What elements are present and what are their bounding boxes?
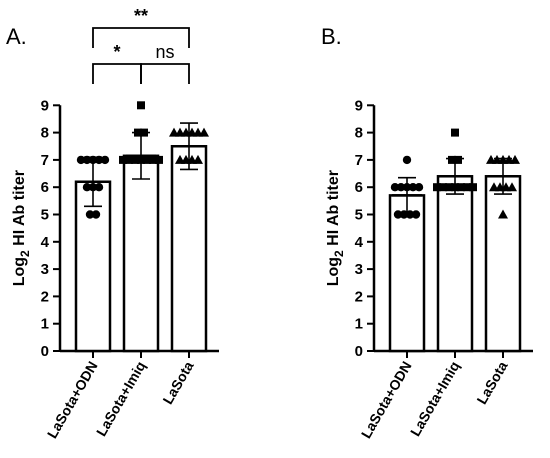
chart-1-data-point	[454, 155, 462, 164]
chart-0-data-point	[91, 210, 101, 219]
chart-1-y-tick-label: 7	[355, 152, 363, 169]
chart-0-y-tick-label: 3	[41, 261, 49, 278]
chart-1-data-point	[498, 209, 508, 219]
chart-1-y-tick-label: 4	[355, 234, 364, 251]
chart-1-category-label: LaSota	[473, 358, 510, 407]
chart-1-data-point	[414, 183, 424, 192]
chart-0-y-tick-label: 6	[41, 179, 49, 196]
chart-0-data-point	[88, 155, 98, 165]
chart-1-data-point	[448, 155, 456, 164]
chart-1-y-tick-label: 3	[355, 261, 363, 278]
chart-0-data-point	[125, 155, 133, 164]
chart-0-data-point	[85, 210, 95, 219]
chart-0-data-point	[94, 155, 104, 165]
chart-1-data-point	[445, 183, 453, 192]
chart-1-y-tick-label: 1	[355, 316, 363, 333]
chart-0-y-tick-label: 8	[41, 125, 49, 142]
chart-1-data-point	[402, 183, 412, 192]
chart-0-data-point	[119, 155, 127, 164]
chart-1-data-point	[433, 183, 441, 192]
chart-0-significance-bracket	[92, 63, 142, 84]
chart-0-significance-label: ns	[155, 42, 174, 62]
chart-0-y-tick-label: 2	[41, 288, 49, 305]
chart-1-data-point	[463, 183, 471, 192]
chart-1-data-point	[451, 183, 459, 192]
chart-1-data-point	[411, 210, 421, 219]
chart-1-y-tick-label: 8	[355, 125, 363, 142]
chart-1-y-tick-label: 2	[355, 288, 363, 305]
chart-1-data-point	[451, 128, 459, 137]
chart-0-data-point	[137, 155, 145, 164]
chart-0-data-point	[140, 128, 148, 137]
chart-1-data-point	[405, 210, 415, 219]
chart-0-y-tick-label: 1	[41, 316, 49, 333]
chart-1-y-axis-title: Log2 HI Ab titer	[325, 170, 346, 286]
chart-0-data-point	[199, 127, 209, 137]
chart-1-data-point	[439, 183, 447, 192]
chart-0-y-tick-label: 0	[41, 343, 49, 360]
chart-0-data-point	[131, 155, 139, 164]
chart-0-y-tick-label: 9	[41, 97, 49, 114]
chart-1-bar	[484, 175, 522, 353]
chart-1-data-point	[396, 183, 406, 192]
chart-0-significance-bracket	[140, 63, 190, 84]
chart-1-y-tick-label: 6	[355, 179, 363, 196]
panel-b-label: B.	[321, 24, 342, 49]
chart-0-data-point	[100, 155, 110, 165]
chart-0-y-tick-label: 5	[41, 207, 49, 224]
chart-0-data-point	[149, 155, 157, 164]
chart-0-data-point	[155, 155, 163, 164]
chart-0-data-point	[88, 183, 98, 192]
chart-1-category-label: LaSota+ODN	[358, 359, 415, 441]
chart-0-data-point	[134, 128, 142, 137]
chart-1-y-tick-label: 5	[355, 207, 363, 224]
chart-1-data-point	[510, 154, 520, 164]
chart-0-bar	[74, 180, 112, 353]
chart-0-data-point	[94, 183, 104, 192]
chart-0-significance-bracket	[92, 27, 190, 48]
chart-0-significance-label: **	[134, 6, 148, 26]
chart-0-data-point	[82, 183, 92, 192]
chart-0-data-point	[193, 154, 203, 164]
chart-0-data-point	[143, 155, 151, 164]
chart-0-data-point	[76, 155, 86, 165]
chart-0-y-tick-label: 4	[41, 234, 50, 251]
chart-1-data-point	[457, 183, 465, 192]
chart-0-category-label: LaSota	[159, 358, 196, 407]
chart-1-data-point	[399, 210, 409, 219]
chart-0-data-point	[82, 155, 92, 165]
chart-0-category-label: LaSota+Imiq	[93, 359, 149, 439]
chart-1-bar	[436, 175, 474, 353]
chart-1-data-point	[393, 210, 403, 219]
chart-1-y-tick-label: 9	[355, 97, 363, 114]
chart-0-category-label: LaSota+ODN	[44, 359, 101, 441]
chart-1-y-tick-label: 0	[355, 343, 363, 360]
chart-0-y-axis-title: Log2 HI Ab titer	[11, 170, 32, 286]
chart-0-bar	[122, 154, 160, 353]
chart-1-data-point	[390, 183, 400, 192]
chart-0-y-tick-label: 7	[41, 152, 49, 169]
chart-0-data-point	[137, 101, 145, 110]
chart-1-data-point	[402, 155, 412, 165]
chart-1-data-point	[507, 182, 517, 192]
chart-1-bar	[388, 194, 426, 353]
chart-0-significance-label: *	[113, 42, 120, 62]
chart-1-category-label: LaSota+Imiq	[407, 359, 463, 439]
chart-1-data-point	[469, 183, 477, 192]
chart-0-bar	[170, 145, 208, 353]
chart-1-data-point	[408, 183, 418, 192]
panel-a-label: A.	[6, 24, 27, 49]
